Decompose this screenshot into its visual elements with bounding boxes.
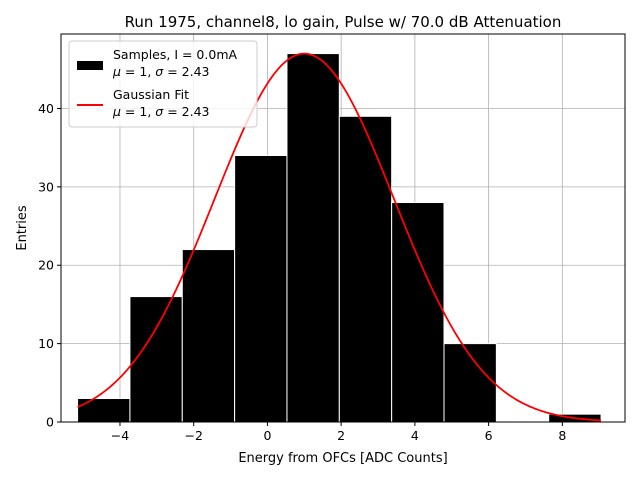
histogram-bars [77,53,602,423]
legend-bar-sigma-value: = 2.43 [163,64,209,79]
histogram-bar-1 [129,296,183,423]
y-axis-label: Entries [15,205,30,251]
y-tick-label-2: 20 [38,258,54,273]
legend-bar-swatch [77,61,103,70]
x-tick-label-5: 6 [485,428,493,443]
y-tick-label-4: 40 [38,101,54,116]
x-axis-label: Energy from OFCs [ADC Counts] [238,451,447,466]
histogram-bar-0 [77,397,131,423]
x-tick-label-0: −4 [111,428,129,443]
histogram-bar-6 [391,202,445,423]
histogram-bar-5 [338,115,393,423]
x-tick-label-2: 0 [263,428,271,443]
y-tick-label-1: 10 [38,336,54,351]
legend: Samples, I = 0.0mA μ = 1, σ = 2.43 Gauss… [68,40,258,128]
histogram-bar-3 [234,154,288,423]
x-tick-label-3: 2 [337,428,345,443]
legend-bar-mu-symbol: μ [112,64,121,79]
y-tick-label-0: 0 [46,415,54,430]
legend-bar-stats: μ = 1, σ = 2.43 [112,64,209,79]
y-axis-ticks: 0 10 20 30 40 [38,101,61,430]
fit-curve-group [77,52,602,422]
x-tick-label-1: −2 [184,428,202,443]
x-tick-label-4: 4 [411,428,419,443]
legend-fit-stats: μ = 1, σ = 2.43 [112,104,209,119]
chart-title: Run 1975, channel8, lo gain, Pulse w/ 70… [125,13,562,31]
legend-bar-label: Samples, I = 0.0mA [113,47,237,62]
plot-frame [60,33,626,423]
histogram-bar-4 [286,53,340,423]
x-axis-ticks: −4 −2 0 2 4 6 8 [111,422,566,443]
histogram-bar-2 [181,249,236,423]
legend-fit-sigma-value: = 2.43 [163,104,209,119]
gaussian-fit-curve [77,52,602,422]
legend-fit-label: Gaussian Fit [113,87,189,102]
legend-box [68,40,258,128]
legend-fit-mu-symbol: μ [112,104,121,119]
legend-bar-sigma-symbol: σ [155,64,164,79]
legend-fit-mu-value: = 1, [121,104,155,119]
legend-bar-mu-value: = 1, [121,64,155,79]
x-tick-label-6: 8 [558,428,566,443]
legend-fit-sigma-symbol: σ [155,104,164,119]
y-tick-label-3: 30 [38,179,54,194]
